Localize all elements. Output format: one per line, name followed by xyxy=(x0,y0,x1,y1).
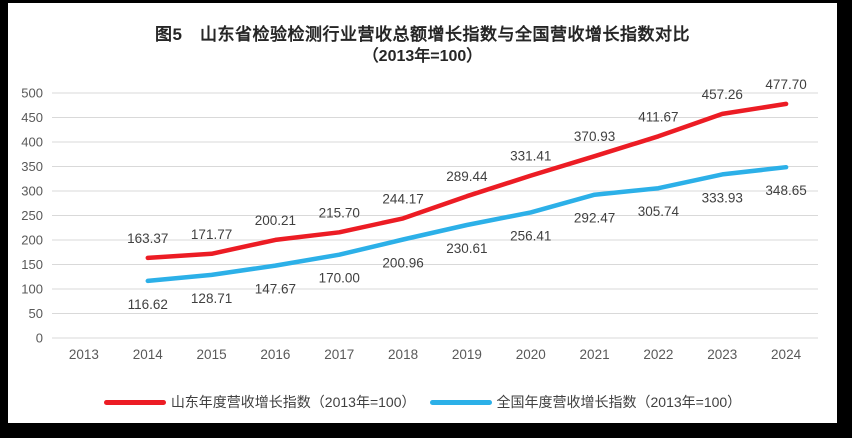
data-label: 215.70 xyxy=(319,205,360,220)
data-label: 477.70 xyxy=(765,77,806,92)
legend-label-shandong: 山东年度营收增长指数（2013年=100） xyxy=(170,394,416,410)
data-label: 370.93 xyxy=(574,129,615,144)
x-tick-label: 2024 xyxy=(771,347,802,362)
data-label: 411.67 xyxy=(638,109,678,124)
x-tick-label: 2021 xyxy=(580,347,610,362)
x-tick-label: 2016 xyxy=(260,347,290,362)
x-tick-label: 2018 xyxy=(388,347,418,362)
y-tick-label: 150 xyxy=(21,257,43,272)
y-tick-label: 450 xyxy=(21,110,43,125)
data-label: 457.26 xyxy=(702,87,743,102)
data-label: 170.00 xyxy=(319,271,360,286)
legend: 山东年度营收增长指数（2013年=100） 全国年度营收增长指数（2013年=1… xyxy=(8,392,837,412)
x-tick-label: 2020 xyxy=(516,347,546,362)
x-tick-label: 2023 xyxy=(707,347,737,362)
y-tick-label: 100 xyxy=(21,282,43,297)
line-chart: 0 50 100 150 200 250 300 350 400 450 500 2013 2014 20… xyxy=(21,77,818,362)
data-label: 200.96 xyxy=(382,256,423,271)
y-tick-label: 300 xyxy=(21,184,43,199)
x-tick-label: 2014 xyxy=(133,347,164,362)
y-tick-label: 350 xyxy=(21,159,43,174)
data-label: 333.93 xyxy=(702,190,743,205)
data-label: 331.41 xyxy=(510,149,551,164)
data-label: 128.71 xyxy=(191,291,232,306)
data-label: 116.62 xyxy=(128,297,168,312)
y-tick-label: 500 xyxy=(21,86,43,101)
x-tick-label: 2019 xyxy=(452,347,482,362)
data-label: 256.41 xyxy=(510,228,551,243)
x-tick-label: 2015 xyxy=(197,347,227,362)
x-tick-label: 2017 xyxy=(324,347,354,362)
data-label: 230.61 xyxy=(446,241,487,256)
data-label: 305.74 xyxy=(638,204,680,219)
x-tick-label: 2022 xyxy=(643,347,673,362)
y-tick-label: 0 xyxy=(36,331,43,346)
legend-swatch-national xyxy=(429,399,492,405)
chart-subtitle: （2013年=100） xyxy=(362,48,483,65)
series-line-0 xyxy=(145,101,789,261)
data-label: 200.21 xyxy=(255,213,296,228)
data-label: 289.44 xyxy=(446,169,488,184)
data-label: 292.47 xyxy=(574,211,615,226)
data-label: 348.65 xyxy=(765,183,806,198)
series-line-1 xyxy=(145,164,789,284)
y-tick-label: 200 xyxy=(21,233,43,248)
y-tick-label: 400 xyxy=(21,135,43,150)
data-label: 163.37 xyxy=(127,231,168,246)
chart-title-block: 图5 山东省检验检测行业营收总额增长指数与全国营收增长指数对比 （2013年=1… xyxy=(8,23,837,68)
legend-item-national: 全国年度营收增长指数（2013年=100） xyxy=(429,392,742,412)
data-label: 147.67 xyxy=(255,282,296,297)
data-label: 171.77 xyxy=(191,227,232,242)
legend-item-shandong: 山东年度营收增长指数（2013年=100） xyxy=(103,392,416,412)
legend-label-national: 全国年度营收增长指数（2013年=100） xyxy=(496,394,742,410)
chart-title: 图5 山东省检验检测行业营收总额增长指数与全国营收增长指数对比 xyxy=(155,25,690,44)
data-label: 244.17 xyxy=(382,191,423,206)
legend-swatch-shandong xyxy=(103,399,166,405)
x-tick-label: 2013 xyxy=(69,347,99,362)
y-tick-label: 250 xyxy=(21,208,43,223)
chart-panel: 图5 山东省检验检测行业营收总额增长指数与全国营收增长指数对比 （2013年=1… xyxy=(8,3,837,423)
y-tick-label: 50 xyxy=(29,306,43,321)
